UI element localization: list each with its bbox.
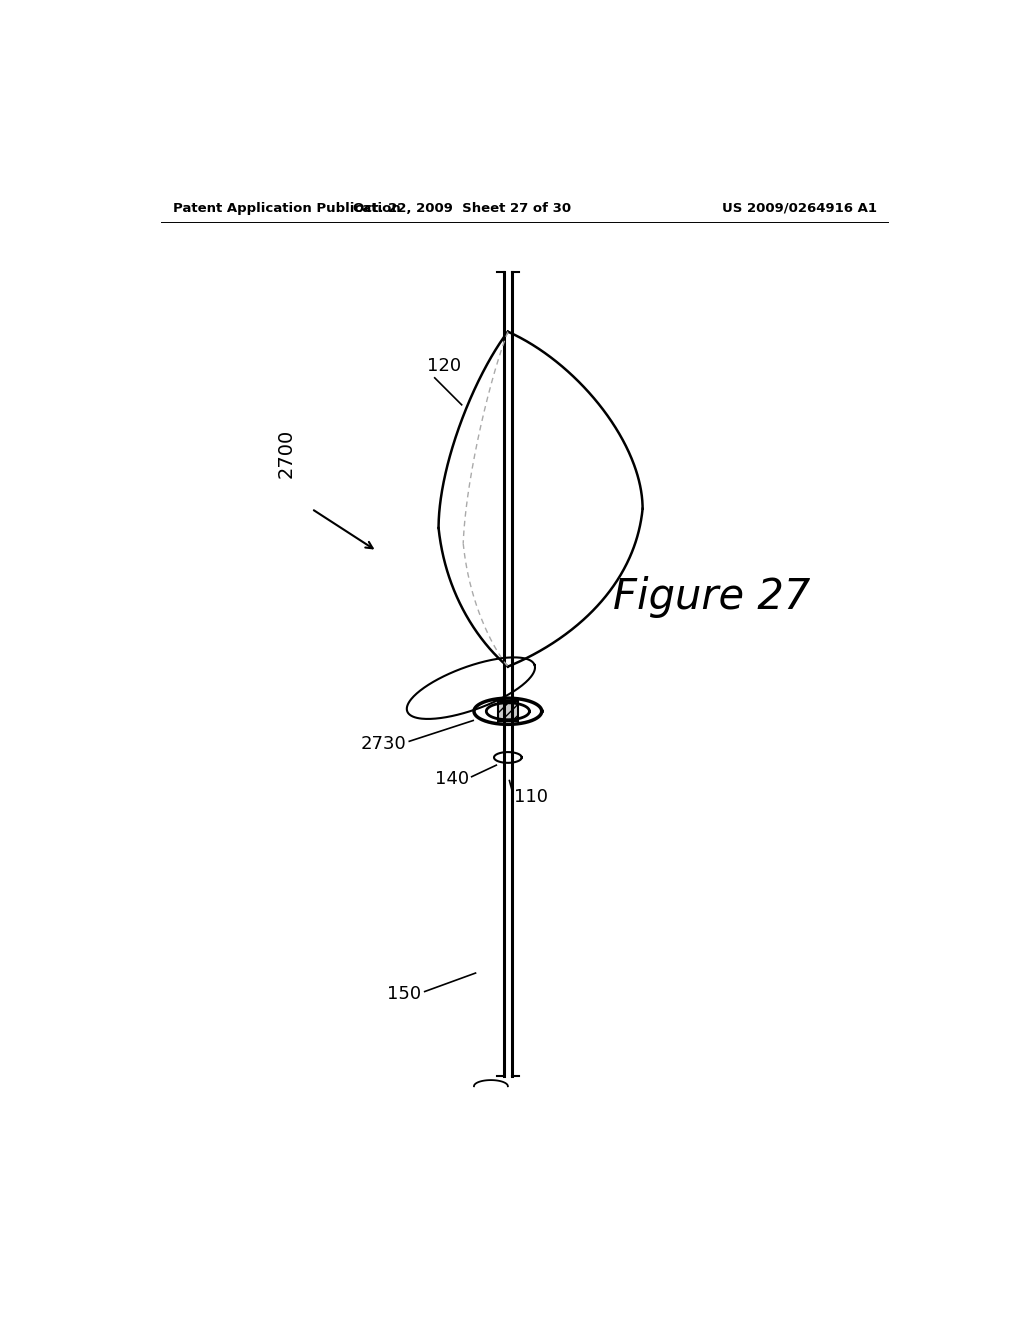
Text: US 2009/0264916 A1: US 2009/0264916 A1: [723, 202, 878, 215]
Text: 2700: 2700: [278, 429, 296, 478]
Text: 150: 150: [387, 985, 422, 1003]
Text: 140: 140: [435, 770, 469, 788]
Text: 120: 120: [427, 358, 461, 375]
Text: 2730: 2730: [360, 735, 407, 752]
Text: Patent Application Publication: Patent Application Publication: [173, 202, 400, 215]
Text: 110: 110: [514, 788, 548, 807]
Polygon shape: [498, 701, 518, 721]
Text: Oct. 22, 2009  Sheet 27 of 30: Oct. 22, 2009 Sheet 27 of 30: [352, 202, 570, 215]
Text: Figure 27: Figure 27: [613, 577, 811, 618]
